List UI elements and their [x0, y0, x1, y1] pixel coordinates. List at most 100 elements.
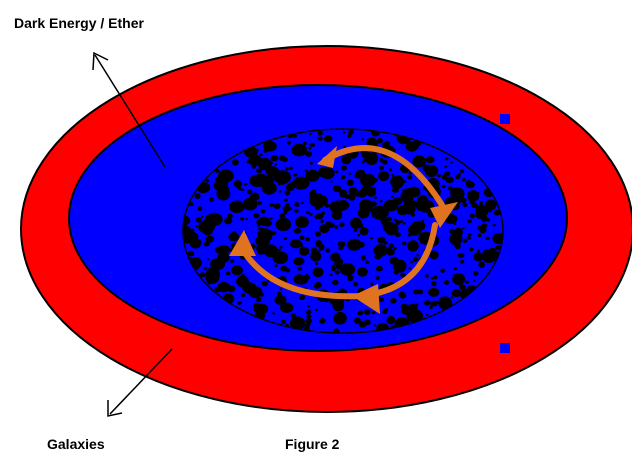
galaxy-dot	[268, 160, 273, 166]
galaxy-dot	[348, 187, 358, 195]
galaxy-dot	[190, 257, 202, 269]
galaxy-dot	[299, 147, 305, 151]
galaxy-dot	[284, 236, 288, 241]
galaxy-dot	[266, 247, 276, 257]
galaxy-dot	[195, 217, 202, 223]
galaxy-dot	[402, 320, 407, 325]
galaxy-dot	[425, 156, 435, 164]
galaxy-dot	[241, 188, 245, 191]
galaxy-dot	[357, 208, 370, 219]
galaxy-dot	[450, 187, 465, 200]
galaxy-dot	[314, 214, 320, 220]
galaxy-dot	[293, 173, 298, 177]
galaxy-dot	[286, 140, 291, 145]
galaxy-dot	[230, 259, 235, 263]
galaxy-dot	[280, 302, 294, 313]
galaxy-dot	[292, 176, 310, 190]
galaxy-dot	[485, 236, 490, 241]
galaxy-dot	[332, 299, 345, 312]
galaxy-dot	[205, 212, 223, 226]
galaxy-dot	[377, 236, 386, 244]
galaxy-dot	[293, 257, 305, 266]
galaxy-dot	[407, 303, 418, 313]
galaxy-dot	[272, 251, 289, 265]
galaxy-dot	[283, 210, 288, 215]
galaxy-dot	[257, 216, 271, 226]
galaxy-dot	[372, 139, 379, 146]
galaxy-dot	[407, 174, 413, 180]
galaxy-dot	[394, 322, 400, 328]
galaxy-dot	[332, 185, 342, 193]
galaxy-dot	[477, 233, 482, 238]
galaxy-dot	[462, 238, 468, 243]
galaxy-dot	[496, 239, 501, 243]
galaxy-dot	[285, 268, 291, 273]
galaxy-dot	[197, 206, 203, 212]
galaxy-dot	[272, 171, 279, 178]
galaxy-dot	[224, 216, 233, 225]
galaxy-dot	[370, 282, 374, 286]
galaxy-dot	[274, 295, 287, 305]
galaxy-dot	[388, 243, 394, 249]
galaxy-dot	[310, 250, 322, 262]
galaxy-dot	[460, 197, 467, 203]
galaxy-dot	[357, 233, 360, 237]
galaxy-dot	[472, 279, 476, 282]
galaxy-dot	[309, 142, 315, 147]
galaxy-dot	[261, 281, 268, 287]
galaxy-dot	[492, 223, 496, 227]
galaxy-dot	[250, 289, 253, 292]
galaxy-dot	[208, 218, 214, 224]
galaxy-dot	[294, 202, 300, 207]
galaxy-dot	[360, 255, 366, 261]
galaxy-dot	[421, 220, 425, 223]
galaxy-dot	[348, 172, 352, 175]
galaxy-dot	[257, 201, 262, 206]
galaxy-dot	[430, 280, 437, 287]
galaxy-dot	[424, 165, 439, 177]
galaxy-dot	[357, 267, 368, 277]
galaxy-dot	[330, 252, 341, 262]
galaxy-dot	[375, 276, 380, 280]
galaxy-dot	[305, 151, 313, 157]
galaxy-dot	[428, 287, 440, 297]
galaxy-dot	[460, 259, 465, 264]
galaxy-dot	[360, 199, 368, 205]
galaxy-dot	[445, 176, 454, 184]
galaxy-dot	[276, 291, 282, 297]
galaxy-dot	[194, 193, 201, 200]
galaxy-dot	[459, 284, 466, 290]
galaxy-dot	[440, 268, 446, 273]
galaxy-dot	[359, 227, 369, 236]
galaxy-dot	[379, 200, 383, 203]
galaxy-dot	[229, 200, 245, 214]
galaxy-dot	[205, 178, 210, 183]
galaxy-dot	[309, 212, 313, 216]
galaxy-dot	[400, 272, 406, 278]
galaxy-dot	[307, 322, 311, 326]
galaxy-dot	[293, 228, 302, 234]
galaxy-dot	[425, 274, 429, 277]
galaxy-dot	[416, 254, 420, 257]
galaxy-dot	[325, 248, 331, 253]
galaxy-dot	[348, 194, 356, 201]
galaxy-dot	[305, 210, 310, 214]
galaxy-dot	[317, 136, 323, 141]
galaxy-dot	[329, 273, 333, 277]
galaxy-dot	[444, 280, 450, 285]
galaxy-dot	[205, 235, 215, 243]
galaxy-dot	[453, 267, 458, 271]
galaxy-dot	[417, 289, 424, 295]
galaxy-dot	[236, 275, 249, 288]
galaxy-dot	[278, 190, 282, 193]
galaxy-dot	[402, 188, 407, 193]
galaxy-dot	[282, 157, 288, 163]
galaxy-dot	[293, 134, 297, 138]
galaxy-dot	[201, 215, 204, 219]
galaxy-dot	[478, 261, 486, 268]
galaxy-dot	[303, 274, 311, 280]
galaxy-dot	[424, 300, 431, 306]
galaxy-dot	[314, 231, 321, 237]
galaxy-dot	[378, 297, 385, 302]
galaxy-dot	[383, 199, 399, 212]
